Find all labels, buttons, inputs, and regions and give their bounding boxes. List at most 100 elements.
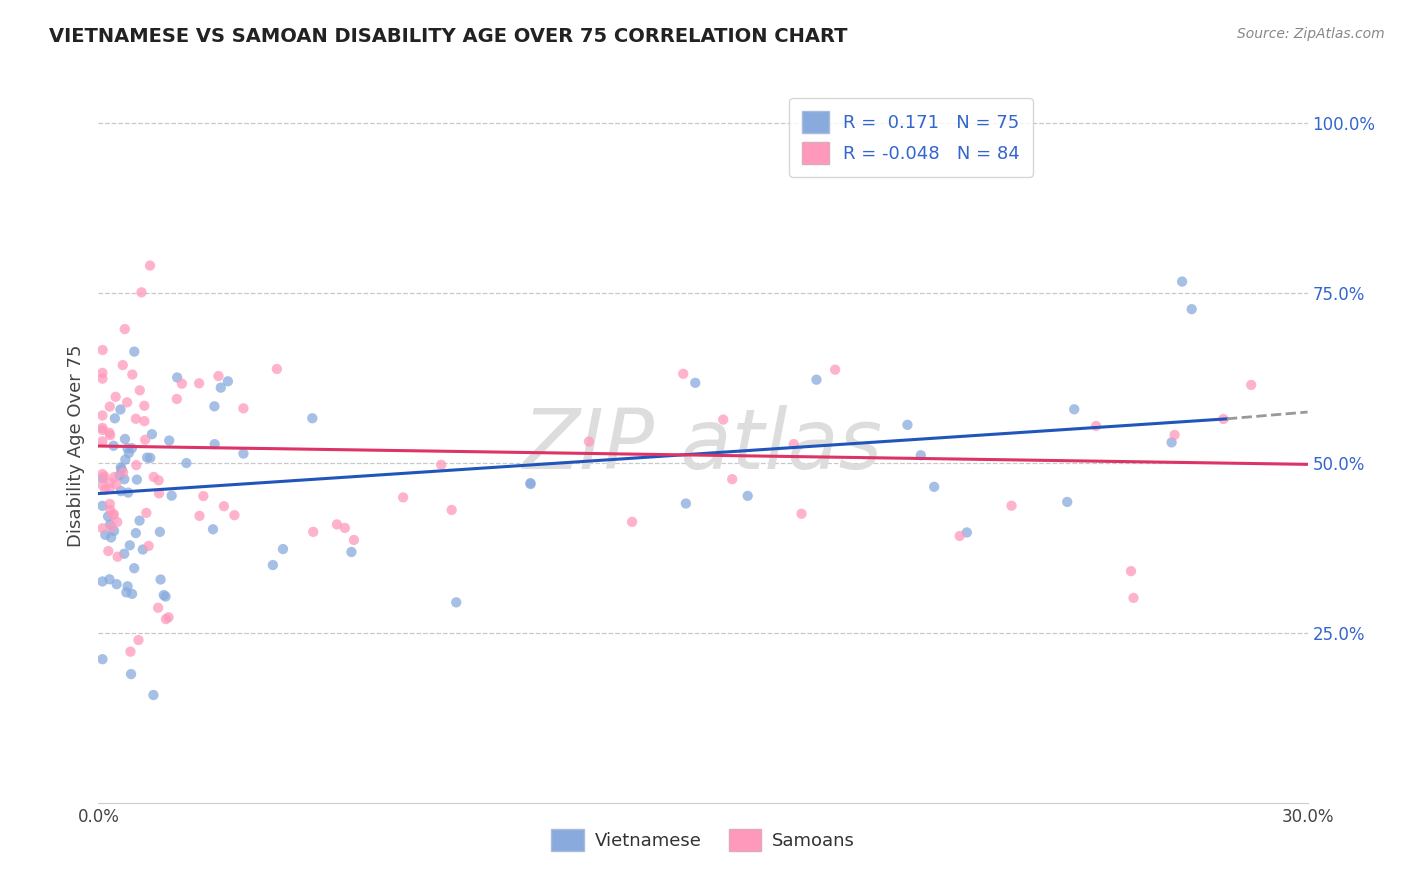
Point — [98, 517, 121, 532]
Point — [134, 433, 156, 447]
Point — [141, 427, 163, 442]
Point — [114, 322, 136, 336]
Point — [1119, 564, 1142, 578]
Point — [91, 574, 114, 589]
Point — [519, 477, 541, 491]
Point — [621, 515, 644, 529]
Legend: Vietnamese, Samoans: Vietnamese, Samoans — [544, 822, 862, 858]
Point — [132, 542, 155, 557]
Point — [333, 521, 356, 535]
Point — [91, 421, 114, 435]
Point — [101, 508, 124, 522]
Point — [98, 475, 121, 490]
Point — [217, 374, 239, 388]
Point — [128, 514, 150, 528]
Point — [134, 399, 156, 413]
Point — [1000, 499, 1022, 513]
Point — [121, 587, 143, 601]
Point — [721, 472, 744, 486]
Point — [91, 366, 114, 380]
Point — [105, 477, 128, 491]
Y-axis label: Disability Age Over 75: Disability Age Over 75 — [66, 344, 84, 548]
Point — [301, 411, 323, 425]
Point — [105, 515, 128, 529]
Point — [896, 417, 918, 432]
Point — [117, 442, 139, 456]
Point — [97, 544, 120, 558]
Point — [266, 362, 288, 376]
Point — [98, 428, 121, 442]
Point — [105, 577, 128, 591]
Point — [127, 633, 149, 648]
Point — [201, 522, 224, 536]
Point — [125, 458, 148, 472]
Point — [166, 392, 188, 406]
Point — [1212, 412, 1234, 426]
Point — [120, 645, 142, 659]
Point — [922, 480, 945, 494]
Point — [737, 489, 759, 503]
Point — [115, 395, 138, 409]
Point — [142, 470, 165, 484]
Point — [824, 362, 846, 376]
Point — [91, 371, 114, 385]
Point — [91, 467, 114, 481]
Point — [110, 462, 132, 476]
Point — [152, 588, 174, 602]
Point — [149, 573, 172, 587]
Point — [103, 439, 125, 453]
Point — [114, 452, 136, 467]
Point — [94, 528, 117, 542]
Point — [91, 471, 114, 485]
Point — [166, 370, 188, 384]
Point — [949, 529, 972, 543]
Point — [392, 491, 415, 505]
Point — [1160, 435, 1182, 450]
Point — [578, 434, 600, 449]
Point — [262, 558, 284, 572]
Point — [271, 542, 294, 557]
Point — [98, 497, 121, 511]
Point — [956, 525, 979, 540]
Point — [135, 506, 157, 520]
Point — [112, 466, 135, 480]
Point — [343, 533, 366, 547]
Point — [783, 437, 806, 451]
Point — [97, 509, 120, 524]
Point — [112, 547, 135, 561]
Point — [232, 401, 254, 416]
Point — [188, 376, 211, 391]
Point — [155, 590, 177, 604]
Point — [91, 478, 114, 492]
Point — [125, 473, 148, 487]
Point — [188, 508, 211, 523]
Point — [91, 343, 114, 357]
Point — [155, 612, 177, 626]
Point — [910, 448, 932, 462]
Point — [157, 434, 180, 448]
Point — [519, 476, 541, 491]
Point — [115, 585, 138, 599]
Point — [100, 531, 122, 545]
Point — [114, 432, 136, 446]
Point — [91, 499, 114, 513]
Point — [103, 470, 125, 484]
Point — [326, 517, 349, 532]
Point — [117, 485, 139, 500]
Point — [110, 484, 132, 499]
Point — [138, 539, 160, 553]
Point — [112, 472, 135, 486]
Point — [91, 423, 114, 437]
Point — [149, 524, 172, 539]
Point — [1171, 275, 1194, 289]
Point — [212, 499, 235, 513]
Point — [125, 526, 148, 541]
Point — [1240, 378, 1263, 392]
Point — [100, 520, 122, 534]
Point — [107, 549, 129, 564]
Point — [121, 368, 143, 382]
Point — [139, 259, 162, 273]
Point — [672, 367, 695, 381]
Point — [446, 595, 468, 609]
Text: VIETNAMESE VS SAMOAN DISABILITY AGE OVER 75 CORRELATION CHART: VIETNAMESE VS SAMOAN DISABILITY AGE OVER… — [49, 27, 848, 45]
